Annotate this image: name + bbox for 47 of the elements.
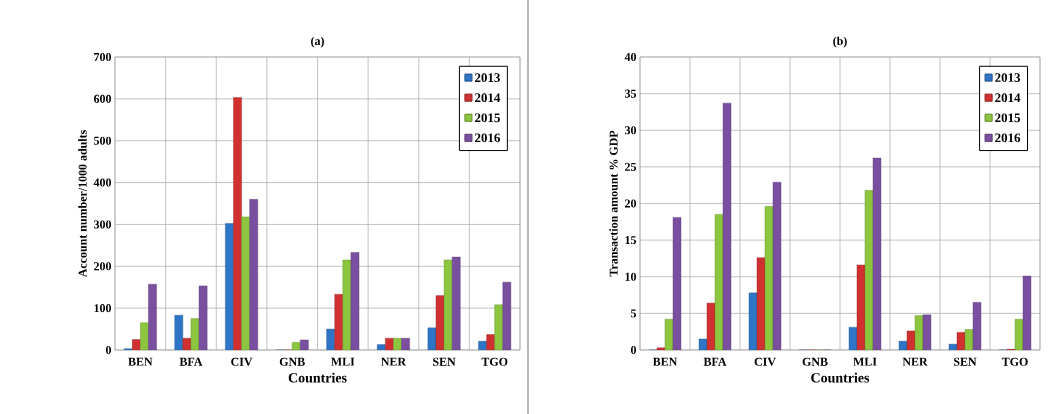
x-tick-label: BEN	[128, 357, 153, 366]
x-tick-label: TGO	[481, 357, 508, 366]
legend-label: 2013	[475, 73, 500, 82]
y-tick-label: 700	[94, 52, 112, 62]
y-tick-label: 5	[631, 309, 637, 318]
y-tick-label: 200	[94, 262, 112, 271]
x-tick-label: BFA	[179, 357, 203, 366]
y-tick-label: 400	[93, 178, 112, 187]
y-tick-label: 500	[94, 136, 112, 145]
x-tick-label: SEN	[954, 357, 977, 366]
legend-label: 2013	[995, 73, 1021, 82]
chart-title: (b)	[833, 36, 847, 48]
y-axis-title: Account number/1000 adults	[78, 130, 87, 278]
y-tick-label: 100	[94, 304, 112, 313]
y-tick-label: 0	[630, 345, 637, 355]
y-tick-label: 0	[105, 345, 112, 355]
y-tick-label: 300	[94, 220, 112, 229]
chart-title: (a)	[311, 36, 324, 48]
legend-label: 2015	[475, 113, 500, 123]
y-tick-label: 15	[625, 236, 637, 245]
x-tick-label: GNB	[279, 357, 305, 366]
x-tick-label: MLI	[331, 357, 355, 366]
x-axis-title: Countries	[288, 372, 347, 383]
legend-label: 2015	[995, 113, 1021, 123]
x-axis-title: Countries	[811, 372, 870, 383]
x-tick-label: NER	[902, 357, 928, 366]
y-tick-label: 10	[625, 272, 637, 281]
x-tick-label: CIV	[231, 357, 253, 366]
x-tick-label: GNB	[802, 357, 828, 366]
x-tick-label: NER	[381, 357, 407, 366]
legend-label: 2016	[995, 133, 1021, 143]
x-tick-label: TGO	[1001, 357, 1028, 366]
y-tick-label: 20	[625, 199, 637, 208]
y-tick-label: 30	[624, 126, 637, 135]
x-tick-label: BEN	[652, 357, 678, 366]
legend-label: 2014	[475, 93, 501, 103]
y-tick-label: 40	[624, 52, 637, 62]
y-tick-label: 25	[625, 162, 637, 171]
legend-label: 2016	[475, 133, 501, 143]
x-tick-label: BFA	[703, 357, 727, 366]
legend-label: 2014	[995, 93, 1021, 103]
x-tick-label: SEN	[433, 357, 456, 366]
y-axis-title: Transaction amount % GDP	[609, 130, 618, 277]
y-tick-label: 600	[93, 94, 112, 103]
x-tick-label: MLI	[853, 357, 877, 366]
y-tick-label: 35	[624, 89, 637, 98]
x-tick-label: CIV	[754, 357, 776, 366]
